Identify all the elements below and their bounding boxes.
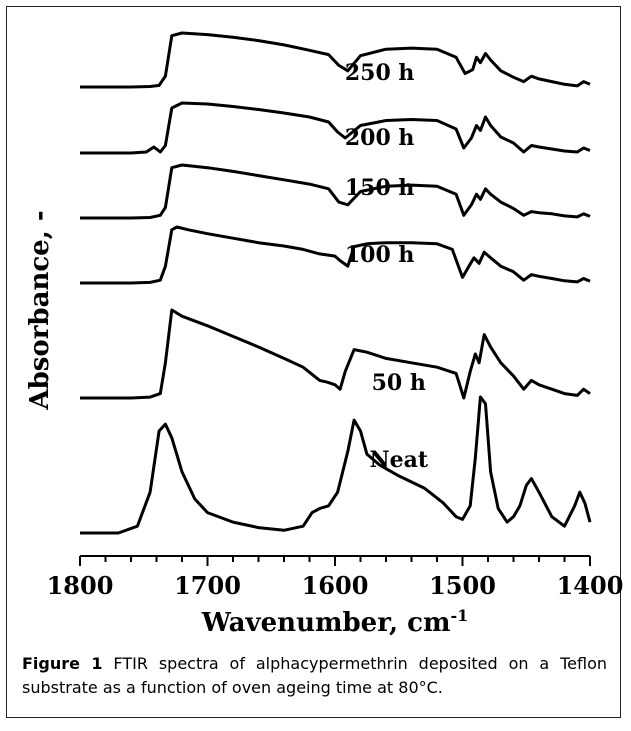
x-axis-label-sup: -1 (450, 606, 468, 625)
figure-frame (6, 6, 621, 718)
series-label-50h: 50 h (372, 370, 426, 396)
y-axis-label: Absorbance, - (25, 210, 55, 410)
series-line-150h (80, 163, 591, 220)
series-layer (80, 31, 592, 535)
series-label-150h: 150 h (345, 175, 415, 201)
caption-label: Figure 1 (22, 654, 103, 673)
series-labels: 250 h 200 h 150 h 100 h 50 h Neat (345, 60, 429, 473)
series-label-250h: 250 h (345, 60, 415, 86)
x-tick-label: 1800 (47, 571, 114, 600)
x-axis-label-text: Wavenumber, cm (201, 608, 451, 638)
series-line-50h (80, 308, 591, 400)
x-axis-label: Wavenumber, cm-1 (201, 606, 469, 638)
x-tick-label: 1700 (174, 571, 241, 600)
figure-caption: Figure 1 FTIR spectra of alphacypermethr… (22, 652, 607, 700)
caption-text: FTIR spectra of alphacypermethrin deposi… (22, 654, 608, 697)
x-tick-label: 1600 (302, 571, 369, 600)
x-axis: 1800 1700 1600 1500 1400 (47, 555, 624, 600)
series-line-200h (80, 101, 591, 155)
ftir-chart: 250 h 200 h 150 h 100 h 50 h Neat 1800 1700 160… (25, 31, 624, 638)
series-line-250h (80, 31, 591, 89)
x-tick-label: 1500 (429, 571, 496, 600)
x-tick-label: 1400 (557, 571, 624, 600)
series-label-200h: 200 h (345, 125, 415, 151)
series-line-100h (80, 225, 591, 285)
series-line-Neat (80, 395, 592, 535)
series-label-100h: 100 h (345, 242, 415, 268)
series-label-Neat: Neat (369, 447, 428, 473)
